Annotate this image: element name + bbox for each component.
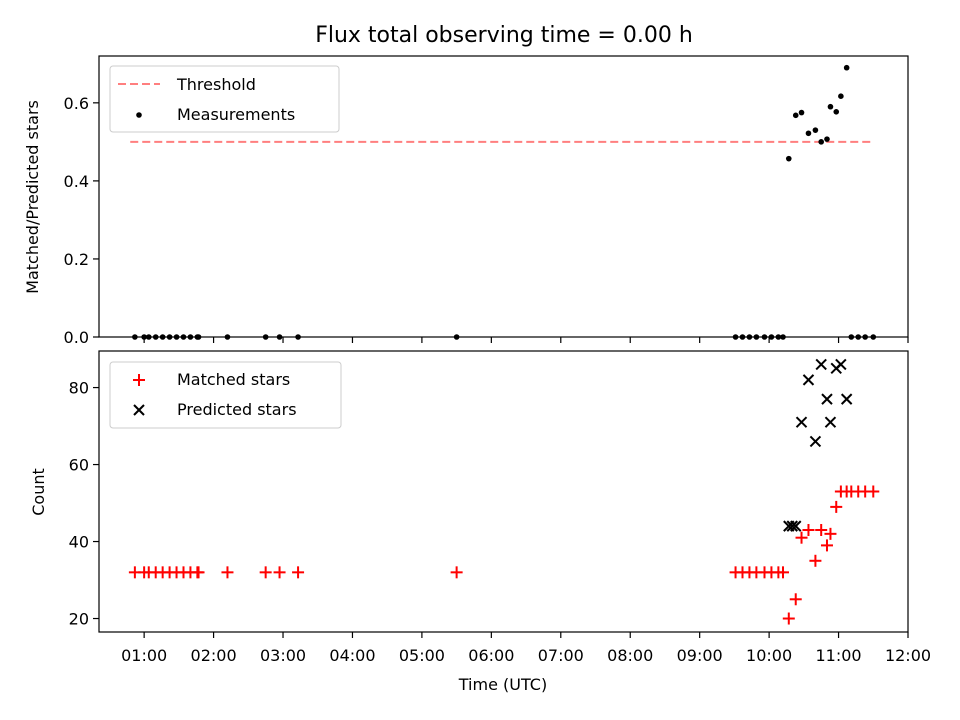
- top-y-axis-label: Matched/Predicted stars: [23, 100, 42, 294]
- top-y-tick-label: 0.0: [64, 328, 89, 347]
- top-panel: 0.0 0.2 0.4 0.6 Matched/Predicted stars Thr…: [23, 55, 909, 347]
- x-tick-label: 01:00: [121, 646, 167, 665]
- bottom-y-axis-label: Count: [29, 468, 48, 516]
- predicted-star-point: [802, 374, 815, 386]
- bottom-legend: Matched stars Predicted stars: [109, 361, 342, 429]
- predicted-star-point: [795, 416, 808, 428]
- matched-star-point: [450, 566, 463, 579]
- matched-star-point: [192, 566, 205, 579]
- matched-star-point: [221, 566, 234, 579]
- top-y-tick-label: 0.6: [64, 94, 89, 113]
- matched-star-point: [273, 566, 286, 579]
- bottom-y-tick-label: 20: [69, 610, 89, 629]
- x-tick-label: 07:00: [538, 646, 584, 665]
- measurement-point: [812, 127, 819, 133]
- predicted-star-point: [840, 393, 853, 405]
- top-y-ticks: 0.0 0.2 0.4 0.6: [64, 94, 99, 347]
- predicted-star-point: [790, 520, 802, 532]
- predicted-star-point: [815, 358, 827, 371]
- x-tick-label: 12:00: [885, 646, 931, 665]
- measurement-point: [798, 109, 805, 116]
- measurement-point: [818, 139, 824, 145]
- predicted-star-point: [786, 520, 798, 532]
- matched-star-point: [830, 500, 843, 513]
- bottom-y-tick-label: 40: [69, 533, 89, 552]
- measurement-point: [805, 130, 812, 137]
- matched-star-point: [809, 554, 822, 567]
- bottom-axes-frame: [98, 350, 909, 633]
- measurement-point: [843, 64, 850, 71]
- chart-title: Flux total observing time = 0.00 h: [315, 23, 693, 48]
- x-tick-label: 09:00: [677, 646, 723, 665]
- x-ticks: 01:00 02:00 03:00 04:00 05:00 06:00 07:00 08:00…: [121, 337, 931, 665]
- top-legend: Threshold Measurements: [109, 65, 340, 133]
- measurement-point: [827, 103, 834, 110]
- predicted-star-point: [809, 435, 822, 448]
- bottom-y-tick-label: 80: [69, 379, 89, 398]
- top-y-tick-label: 0.2: [64, 250, 89, 269]
- top-axes-frame: [98, 55, 909, 338]
- legend-matched-label: Matched stars: [177, 370, 290, 389]
- legend-threshold-label: Threshold: [176, 75, 256, 94]
- measurement-point: [838, 93, 844, 99]
- bottom-y-tick-label: 60: [69, 456, 89, 475]
- x-tick-label: 10:00: [746, 646, 792, 665]
- matched-star-point: [292, 566, 305, 579]
- matched-stars-points: [128, 485, 880, 625]
- measurement-point: [824, 136, 830, 142]
- predicted-star-point: [821, 393, 833, 405]
- x-tick-label: 11:00: [816, 646, 862, 665]
- matched-star-point: [820, 539, 833, 552]
- x-tick-label: 05:00: [399, 646, 445, 665]
- predicted-star-point: [835, 358, 847, 371]
- matched-star-point: [815, 523, 828, 536]
- x-tick-label: 04:00: [329, 646, 375, 665]
- matched-star-point: [867, 485, 880, 498]
- x-tick-label: 02:00: [191, 646, 237, 665]
- top-y-tick-label: 0.4: [64, 172, 89, 191]
- legend-predicted-label: Predicted stars: [177, 400, 297, 419]
- legend-measurements-swatch: [136, 112, 142, 118]
- bottom-y-ticks: 20 40 60 80: [69, 379, 99, 629]
- x-tick-label: 03:00: [260, 646, 306, 665]
- matched-star-point: [777, 566, 790, 579]
- matched-star-point: [795, 531, 808, 544]
- measurement-point: [833, 109, 840, 115]
- x-tick-label: 06:00: [468, 646, 514, 665]
- bottom-legend-box: [109, 361, 342, 429]
- top-legend-box: [109, 65, 340, 133]
- matched-star-point: [789, 593, 802, 606]
- legend-matched-swatch: [133, 374, 145, 386]
- predicted-star-point: [824, 416, 837, 428]
- matched-star-point: [259, 566, 272, 579]
- predicted-stars-points: [783, 358, 853, 532]
- x-tick-label: 08:00: [607, 646, 653, 665]
- measurement-point: [785, 155, 792, 162]
- matched-star-point: [782, 612, 795, 625]
- matched-star-point: [824, 527, 837, 540]
- legend-predicted-swatch: [133, 404, 145, 416]
- matched-star-point: [802, 523, 815, 536]
- legend-measurements-label: Measurements: [177, 105, 295, 124]
- x-axis-label: Time (UTC): [458, 675, 547, 694]
- measurement-point: [792, 112, 799, 119]
